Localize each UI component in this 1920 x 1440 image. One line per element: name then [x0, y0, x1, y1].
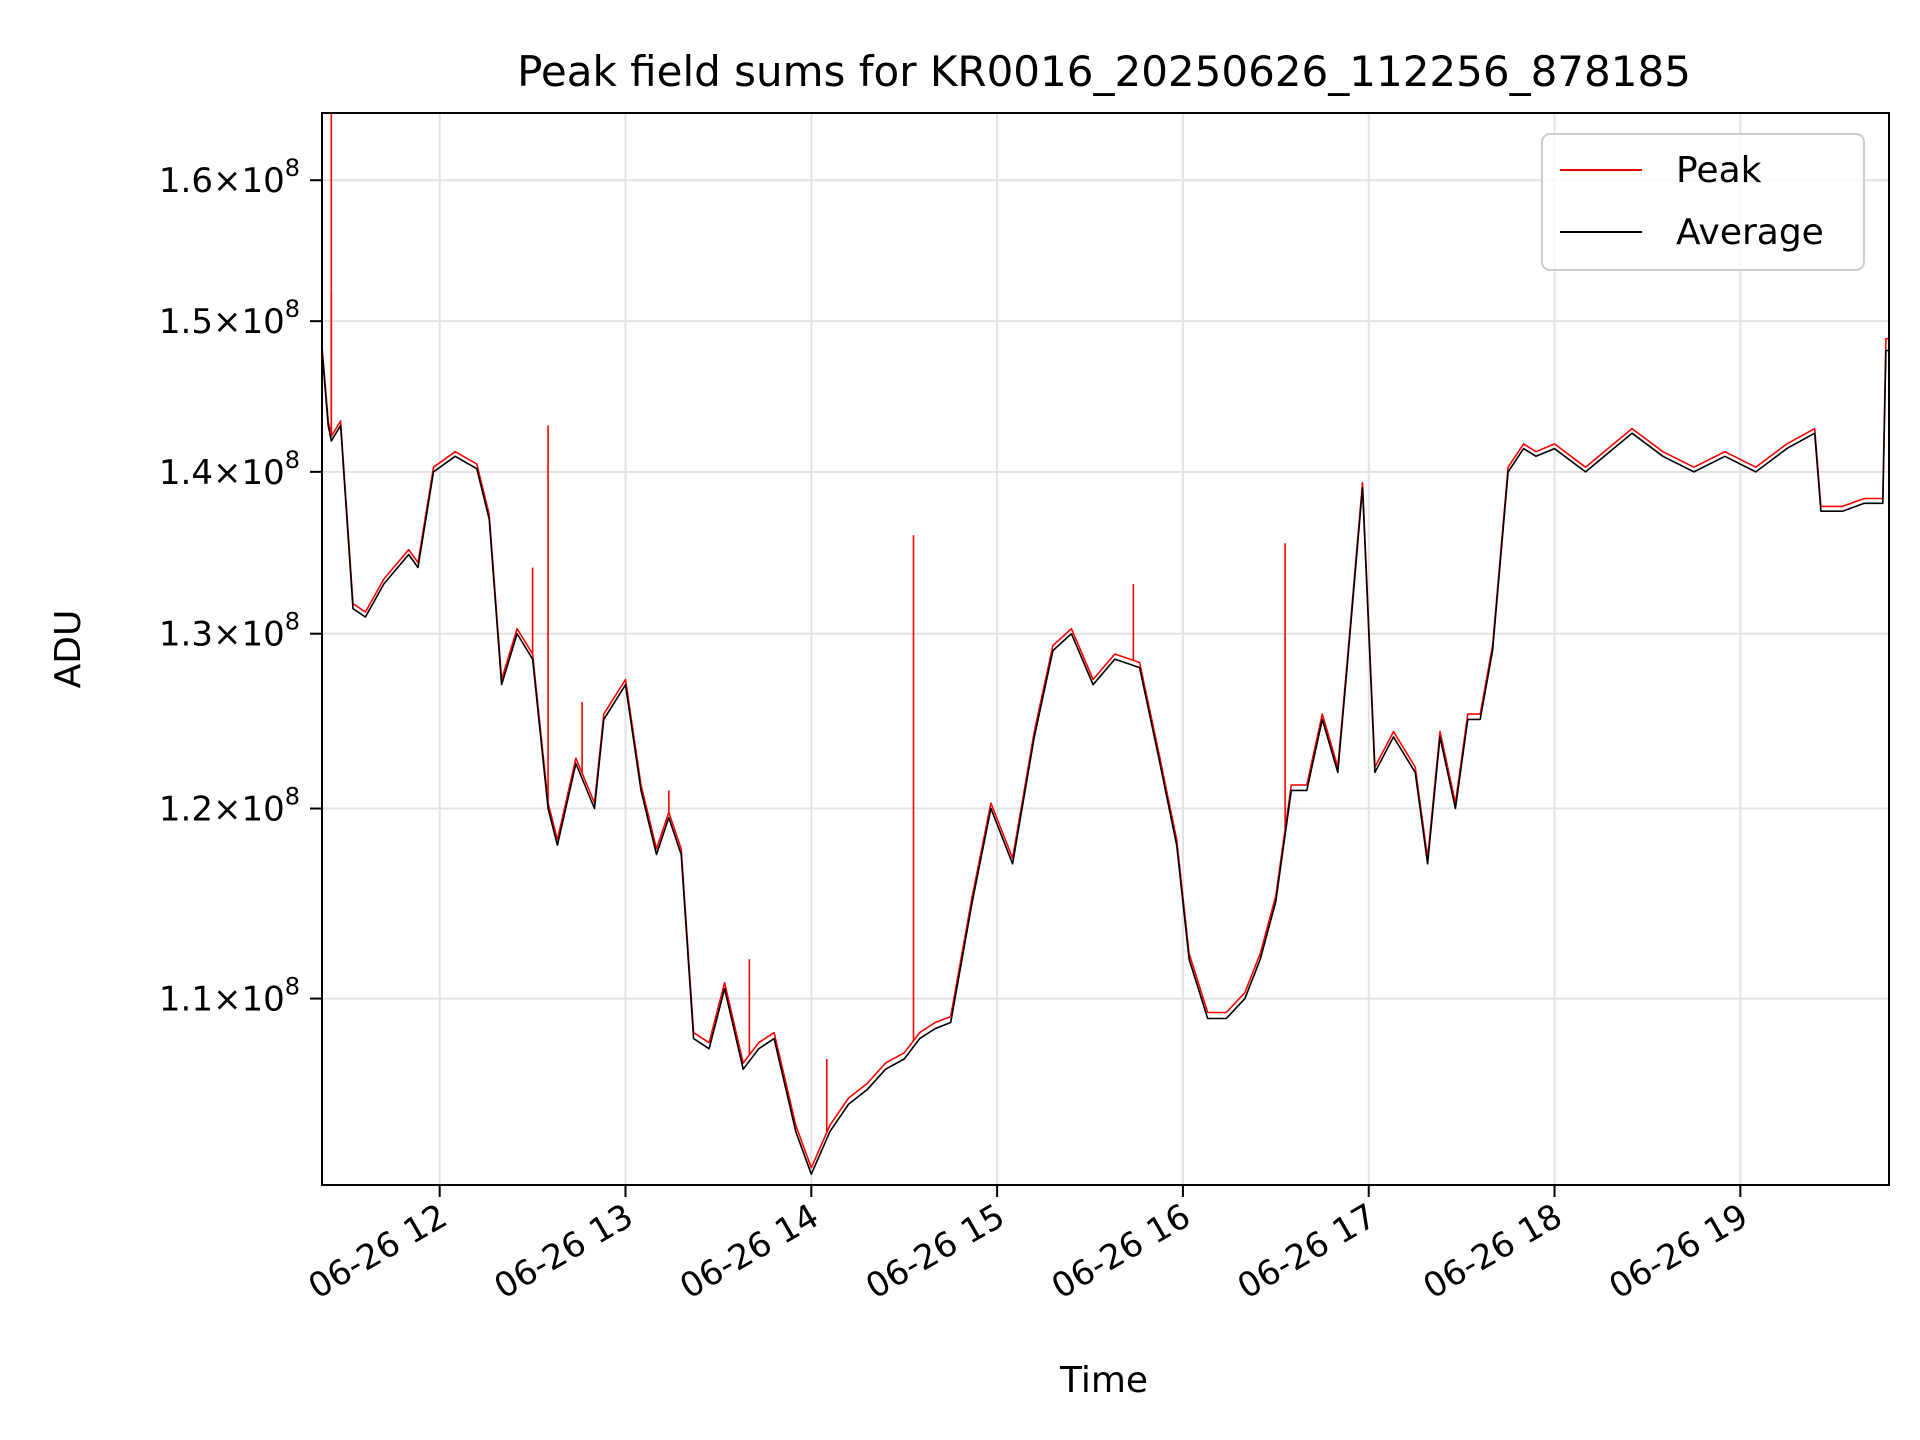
y-tick-base: 10	[241, 790, 284, 830]
y-tick-exponent: 8	[285, 608, 300, 636]
series-layer	[322, 113, 1889, 1175]
y-tick-label: 1.6×108	[159, 154, 300, 201]
chart-title: Peak field sums for KR0016_20250626_1122…	[517, 47, 1691, 96]
y-tick-exponent: 8	[285, 783, 300, 811]
y-tick-mantissa: 1.5	[159, 302, 213, 342]
y-axis-ticks: 1.1×1081.2×1081.3×1081.4×1081.5×1081.6×1…	[159, 154, 322, 1020]
legend-label-average: Average	[1676, 212, 1824, 253]
y-tick-label: 1.4×108	[159, 446, 300, 493]
y-tick-exponent: 8	[285, 154, 300, 182]
y-tick-base: 10	[241, 453, 284, 493]
series-group	[322, 113, 1889, 1175]
y-tick-mantissa: 1.3	[159, 615, 213, 655]
y-tick-mantissa: 1.6	[159, 161, 213, 201]
y-tick-base: 10	[241, 615, 284, 655]
y-tick-exponent: 8	[285, 446, 300, 474]
y-tick-times: ×	[213, 790, 242, 830]
legend: Peak Average	[1541, 133, 1865, 271]
y-tick-times: ×	[213, 980, 242, 1020]
series-line-average	[322, 349, 1889, 1175]
y-tick-times: ×	[213, 161, 242, 201]
legend-label-peak: Peak	[1676, 150, 1762, 191]
x-axis-label: Time	[1059, 1360, 1148, 1401]
y-tick-label: 1.2×108	[159, 783, 300, 830]
legend-box	[1541, 133, 1865, 271]
y-tick-exponent: 8	[285, 295, 300, 323]
y-tick-label: 1.3×108	[159, 608, 300, 655]
y-tick-times: ×	[213, 615, 242, 655]
y-tick-exponent: 8	[285, 973, 300, 1001]
y-tick-times: ×	[213, 302, 242, 342]
y-axis-label: ADU	[48, 610, 89, 689]
y-tick-mantissa: 1.1	[159, 980, 213, 1020]
y-tick-base: 10	[241, 161, 284, 201]
y-gridlines	[322, 179, 1889, 1000]
y-tick-mantissa: 1.4	[159, 453, 213, 493]
y-tick-label: 1.5×108	[159, 295, 300, 342]
y-tick-base: 10	[241, 302, 284, 342]
y-tick-times: ×	[213, 453, 242, 493]
y-tick-mantissa: 1.2	[159, 790, 213, 830]
y-tick-label: 1.1×108	[159, 973, 300, 1020]
plot-frame	[321, 112, 1890, 1186]
y-tick-base: 10	[241, 980, 284, 1020]
